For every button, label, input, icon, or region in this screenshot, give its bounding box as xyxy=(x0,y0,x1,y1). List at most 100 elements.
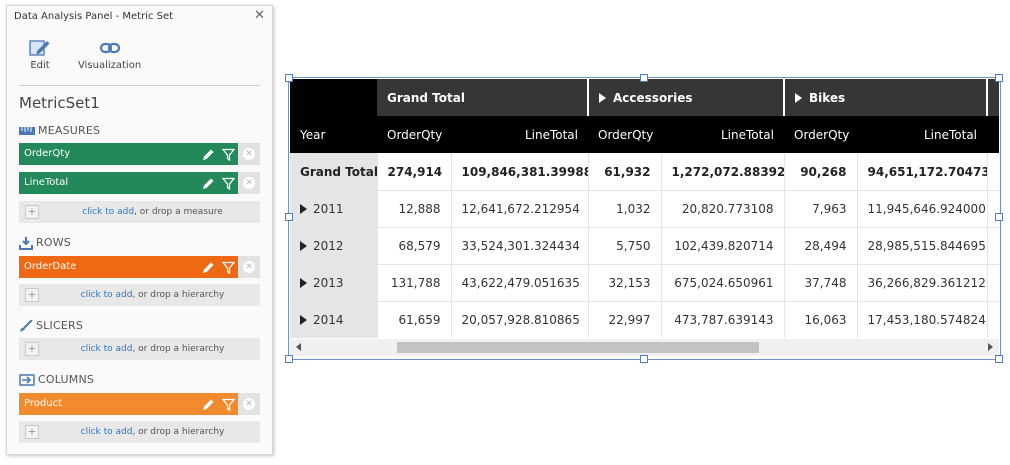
table-row: 2012 68,579 33,524,301.324434 5,750 102,… xyxy=(290,227,999,265)
table-row: 2011 12,888 12,641,672.212954 1,032 20,8… xyxy=(290,190,999,228)
funnel-icon[interactable] xyxy=(218,172,238,194)
cell-value: 1,032 xyxy=(588,190,662,228)
resize-handle-bottom[interactable] xyxy=(640,355,648,363)
measure-pill-label: OrderQty xyxy=(24,148,71,159)
resize-handle-left[interactable] xyxy=(285,213,293,221)
measure-pill-linetotal[interactable]: LineTotal ✕ xyxy=(19,172,260,194)
row-label-2013[interactable]: 2013 xyxy=(290,264,378,302)
measure-header-row: Year OrderQty LineTotal OrderQty LineTot… xyxy=(290,116,999,153)
resize-handle-top-left[interactable] xyxy=(285,74,293,82)
cell-value: 43,622,479.051635 xyxy=(451,264,589,302)
slicers-drop-zone[interactable]: + click to add, or drop a hierarchy xyxy=(19,338,260,360)
pencil-icon[interactable] xyxy=(198,256,218,278)
plus-icon[interactable]: + xyxy=(25,205,39,219)
plus-icon[interactable]: + xyxy=(25,425,39,439)
measure-pill-label: LineTotal xyxy=(24,177,69,188)
metric-set-name: MetricSet1 xyxy=(19,94,100,112)
cell-value: 109,846,381.399888 xyxy=(451,153,589,191)
column-group-next xyxy=(987,79,999,116)
close-circle-icon[interactable]: ✕ xyxy=(238,256,260,278)
funnel-icon[interactable] xyxy=(218,393,238,415)
click-to-add-link[interactable]: click to add xyxy=(80,427,133,437)
click-to-add-link[interactable]: click to add xyxy=(80,290,133,300)
row-pill-label: OrderDate xyxy=(24,261,77,272)
scroll-left-icon[interactable] xyxy=(296,343,301,351)
pencil-icon[interactable] xyxy=(198,393,218,415)
expand-arrow-icon[interactable] xyxy=(795,92,802,103)
plus-icon[interactable]: + xyxy=(25,288,39,302)
expand-arrow-icon[interactable] xyxy=(599,92,606,103)
row-label-2012[interactable]: 2012 xyxy=(290,227,378,265)
pencil-icon[interactable] xyxy=(198,143,218,165)
scrollbar-thumb[interactable] xyxy=(397,342,759,353)
edit-label: Edit xyxy=(30,60,50,71)
pivot-table-frame[interactable]: Grand Total Accessories Bikes Year Order… xyxy=(288,77,1001,360)
scroll-right-icon[interactable] xyxy=(988,343,993,351)
row-header-year: Year xyxy=(290,116,377,153)
close-circle-icon[interactable]: ✕ xyxy=(238,172,260,194)
click-to-add-link[interactable]: click to add xyxy=(80,344,133,354)
expand-arrow-icon[interactable] xyxy=(300,315,307,325)
cell-value: 274,914 xyxy=(377,153,452,191)
plus-icon[interactable]: + xyxy=(25,342,39,356)
expand-arrow-icon[interactable] xyxy=(300,241,307,251)
measures-drop-zone[interactable]: + click to add, or drop a measure xyxy=(19,201,260,223)
cell-value: 7,963 xyxy=(784,190,858,228)
funnel-icon[interactable] xyxy=(218,143,238,165)
cell-value: 12,888 xyxy=(377,190,452,228)
cell-value: 16,063 xyxy=(784,301,858,338)
resize-handle-right[interactable] xyxy=(995,213,1003,221)
cell-value: 28,985,515.844695 xyxy=(857,227,988,265)
toolbar-divider xyxy=(19,85,260,86)
resize-handle-top[interactable] xyxy=(640,74,648,82)
cell-value: 61,659 xyxy=(377,301,452,338)
resize-handle-top-right[interactable] xyxy=(995,74,1003,82)
measure-pill-orderqty[interactable]: OrderQty ✕ xyxy=(19,143,260,165)
rows-drop-zone[interactable]: + click to add, or drop a hierarchy xyxy=(19,284,260,306)
cell-value: 94,651,172.704731 xyxy=(857,153,988,191)
column-group-bikes[interactable]: Bikes xyxy=(784,79,989,116)
table-row: 2013 131,788 43,622,479.051635 32,153 67… xyxy=(290,264,999,302)
cell-value: 37,748 xyxy=(784,264,858,302)
cell-value: 5,750 xyxy=(588,227,662,265)
cell-value: 131,788 xyxy=(377,264,452,302)
row-pill-orderdate[interactable]: OrderDate ✕ xyxy=(19,256,260,278)
row-label: Grand Total xyxy=(290,153,378,191)
column-group-accessories[interactable]: Accessories xyxy=(588,79,785,116)
resize-handle-bottom-right[interactable] xyxy=(995,355,1003,363)
columns-drop-zone[interactable]: + click to add, or drop a hierarchy xyxy=(19,421,260,443)
visualization-button[interactable]: Visualization xyxy=(78,38,141,71)
measure-header xyxy=(987,116,999,153)
cell-value: 61,932 xyxy=(588,153,662,191)
close-circle-icon[interactable]: ✕ xyxy=(238,143,260,165)
horizontal-scrollbar[interactable] xyxy=(290,339,999,356)
edit-button[interactable]: Edit xyxy=(29,38,51,71)
pencil-icon[interactable] xyxy=(198,172,218,194)
cell-value: 33,524,301.324434 xyxy=(451,227,589,265)
resize-handle-bottom-left[interactable] xyxy=(285,355,293,363)
measure-header: LineTotal xyxy=(661,116,784,153)
cell-value: 28,494 xyxy=(784,227,858,265)
pencil-edit-icon xyxy=(29,40,50,56)
cell-value: 1,272,072.883926 xyxy=(661,153,785,191)
close-circle-icon[interactable]: ✕ xyxy=(238,393,260,415)
measure-header: OrderQty xyxy=(377,116,451,153)
funnel-icon[interactable] xyxy=(218,256,238,278)
panel-title: Data Analysis Panel - Metric Set xyxy=(14,11,174,22)
data-analysis-panel: Data Analysis Panel - Metric Set ✕ Edit … xyxy=(6,5,273,455)
rows-heading: ROWS xyxy=(19,236,71,250)
click-to-add-link[interactable]: click to add xyxy=(82,207,135,217)
column-pill-product[interactable]: Product ✕ xyxy=(19,393,260,415)
expand-arrow-icon[interactable] xyxy=(300,204,307,214)
close-icon[interactable]: ✕ xyxy=(254,8,265,23)
row-label-2011[interactable]: 2011 xyxy=(290,190,378,228)
visualization-label: Visualization xyxy=(78,60,142,71)
column-pill-label: Product xyxy=(24,398,62,409)
column-group-grand-total: Grand Total xyxy=(377,79,589,116)
expand-arrow-icon[interactable] xyxy=(300,278,307,288)
row-label-2014[interactable]: 2014 xyxy=(290,301,378,338)
chain-link-icon xyxy=(99,42,120,54)
pivot-table: Grand Total Accessories Bikes Year Order… xyxy=(290,79,999,338)
cell-value: 36,266,829.361212 xyxy=(857,264,988,302)
cell-value: 22,997 xyxy=(588,301,662,338)
